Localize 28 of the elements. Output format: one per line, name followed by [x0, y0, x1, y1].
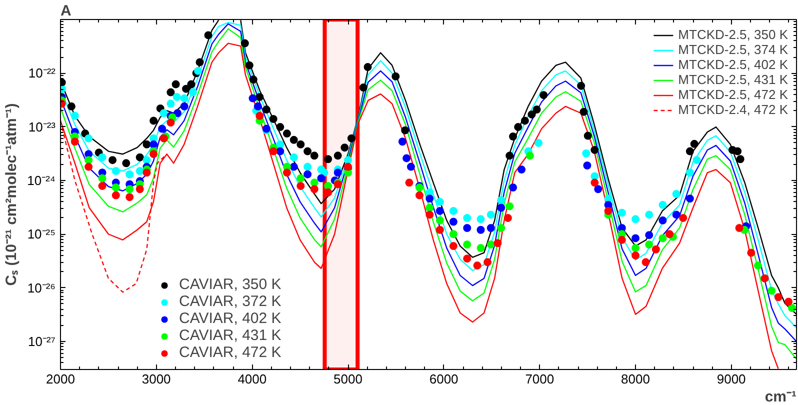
- y-tick-label: 10⁻²³: [28, 119, 56, 134]
- legend-label: MTCKD-2.5, 402 K: [678, 57, 788, 72]
- y-tick-label: 10⁻²⁵: [27, 226, 56, 242]
- x-tick-label: 7000: [525, 372, 554, 386]
- legend-label: MTCKD-2.5, 350 K: [678, 27, 788, 42]
- legend-label: MTCKD-2.5, 472 K: [678, 87, 788, 102]
- legend-label: CAVIAR, 350 K: [179, 276, 282, 293]
- legend-label: CAVIAR, 402 K: [179, 310, 282, 327]
- x-tick-label: 9000: [716, 372, 746, 386]
- legend-label: MTCKD-2.5, 374 K: [678, 42, 788, 57]
- x-tick-label: 5000: [334, 372, 362, 386]
- x-tick-label: 8000: [621, 372, 650, 386]
- legend-label: CAVIAR, 431 K: [179, 327, 282, 344]
- y-tick-label: 10⁻²²: [28, 66, 56, 81]
- text: A: [60, 2, 72, 20]
- x-tick-label: 4000: [238, 372, 267, 386]
- y-tick-label: 10⁻²⁷: [28, 334, 56, 349]
- y-axis-title: Cₛ (10⁻²¹ cm²molec⁻¹atm⁻¹): [3, 103, 20, 286]
- legend-label: MTCKD-2.5, 431 K: [678, 72, 788, 87]
- legend-label: CAVIAR, 372 K: [179, 293, 282, 310]
- y-tick-label: 10⁻²⁴: [27, 172, 56, 188]
- x-axis-title: cm⁻¹: [764, 388, 797, 405]
- x-tick-label: 6000: [429, 372, 458, 386]
- legend-label: CAVIAR, 472 K: [179, 344, 282, 361]
- x-tick-label: 2000: [46, 372, 75, 386]
- y-tick-label: 10⁻²⁶: [27, 280, 56, 296]
- x-tick-label: 3000: [142, 372, 171, 386]
- legend-label: MTCKD-2.4, 472 K: [678, 102, 788, 117]
